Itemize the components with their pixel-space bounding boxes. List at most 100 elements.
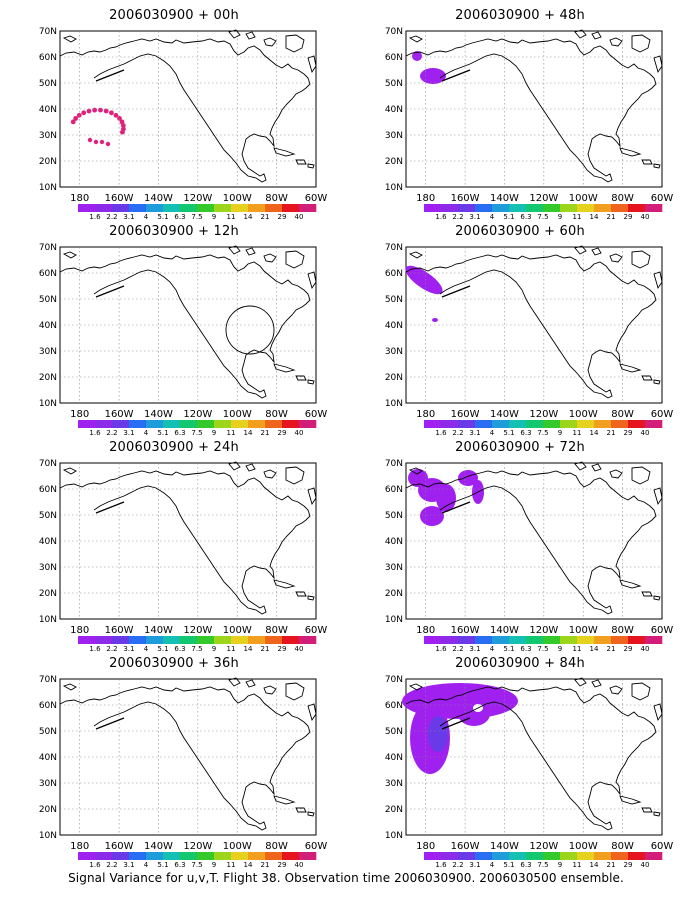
colorbar-swatch [163,204,181,212]
colorbar-swatch [299,420,317,428]
lat-tick-label: 40N [385,753,403,763]
colorbar-swatch [180,204,198,212]
panel-title: 2006030900 + 00h [109,8,239,23]
colorbar-label: 1.6 [435,213,447,221]
lat-tick-label: 50N [385,511,403,521]
lon-tick-label: 180 [416,193,435,204]
gridlines [60,463,316,619]
colorbar-label: 4 [490,213,495,221]
lat-tick-label: 10N [385,831,403,841]
colorbar-label: 21 [261,645,270,653]
lat-tick-label: 20N [385,589,403,599]
figure-caption: Signal Variance for u,v,T. Flight 38. Ob… [68,871,624,885]
colorbar-swatch [112,204,130,212]
lon-tick-label: 160W [105,841,134,852]
lat-tick-label: 70N [385,243,403,253]
colorbar-label: 5.1 [503,645,514,653]
colorbar-swatch [248,204,266,212]
map-svg: 70N 60N 50N 40N 30N 20N 10N 180 160W 140W 120W 100W… [385,675,674,869]
colorbar-swatch [231,420,249,428]
colorbar-swatch [146,204,164,212]
colorbar-label: 6.3 [520,213,531,221]
lat-tick-label: 10N [385,615,403,625]
colorbar-label: 7.5 [191,645,202,653]
colorbar-label: 21 [261,213,270,221]
colorbar-swatch [492,420,510,428]
colorbar-swatch [645,204,663,212]
map-panel-p24: 2006030900 + 24h 70N 60N 50N 40N 30N 20N 10N 180… [24,440,328,653]
variance-layer [412,51,446,84]
colorbar-swatch [231,204,249,212]
map-svg: 70N 60N 50N 40N 30N 20N 10N 180 160W 140W 120W 100W… [39,459,328,653]
lat-tick-label: 70N [385,459,403,469]
variance-blob [458,470,478,486]
colorbar-swatch [492,204,510,212]
variance-blob [412,51,422,61]
colorbar-label: 6.3 [174,645,185,653]
colorbar-label: 5.1 [157,213,168,221]
colorbar-swatch [441,420,459,428]
colorbar-label: 4 [144,429,149,437]
variance-dot [76,112,82,118]
colorbar-swatch [282,420,300,428]
colorbar-label: 11 [573,645,582,653]
colorbar-swatch [594,636,612,644]
lon-tick-label: 80W [265,625,288,636]
variance-dot [113,112,119,118]
lon-tick-label: 180 [416,409,435,420]
colorbar-label: 21 [607,429,616,437]
colorbar-swatch [645,636,663,644]
colorbar-swatch [197,420,215,428]
colorbar-swatch [299,636,317,644]
lon-tick-label: 120W [183,625,212,636]
colorbar-label: 2.2 [452,213,463,221]
variance-dot [119,119,125,125]
gridlines [60,679,316,835]
colorbar-swatch [197,852,215,860]
coastline [405,677,663,831]
colorbar-label: 14 [244,645,253,653]
lat-tick-label: 60N [385,269,403,279]
colorbar-swatch [248,636,266,644]
colorbar-swatch [180,420,198,428]
lat-tick-label: 70N [39,243,57,253]
colorbar-swatch [458,420,476,428]
lon-tick-label: 140W [144,841,173,852]
colorbar-swatch [475,420,493,428]
colorbar-swatch [95,420,113,428]
colorbar-label: 3.1 [123,213,134,221]
colorbar-swatch [475,636,493,644]
colorbar-label: 14 [590,213,599,221]
lat-tick-label: 50N [385,79,403,89]
map-panel-p36: 2006030900 + 36h 70N 60N 50N 40N 30N 20N 10N 180… [24,656,328,869]
colorbar-label: 1.6 [435,861,447,869]
colorbar-label: 2.2 [106,429,117,437]
lon-tick-label: 140W [490,625,519,636]
colorbar-swatch [180,852,198,860]
coastline [59,29,317,183]
lon-tick-label: 100W [569,625,598,636]
lon-tick-label: 160W [451,625,480,636]
colorbar-swatch [475,852,493,860]
colorbar-label: 4 [490,429,495,437]
colorbar-label: 29 [278,861,287,869]
colorbar-swatch [492,636,510,644]
lat-tick-label: 50N [385,727,403,737]
colorbar-label: 2.2 [452,429,463,437]
colorbar-swatch [441,204,459,212]
colorbar-label: 3.1 [469,645,480,653]
lat-tick-label: 30N [39,347,57,357]
lat-tick-label: 20N [385,373,403,383]
colorbar-label: 11 [227,861,236,869]
variance-dot [120,129,125,135]
variance-blob [420,68,446,84]
lat-tick-label: 60N [39,701,57,711]
colorbar-label: 7.5 [191,861,202,869]
colorbar-swatch [214,204,232,212]
colorbar-label: 5.1 [503,861,514,869]
map-panel-p12: 2006030900 + 12h 70N 60N 50N 40N 30N 20N 10N 180… [24,224,328,437]
colorbar-swatch [231,636,249,644]
lon-tick-label: 60W [305,625,328,636]
map-svg: 70N 60N 50N 40N 30N 20N 10N 180 160W 140W 120W 100W… [39,675,328,869]
colorbar-swatch [214,420,232,428]
